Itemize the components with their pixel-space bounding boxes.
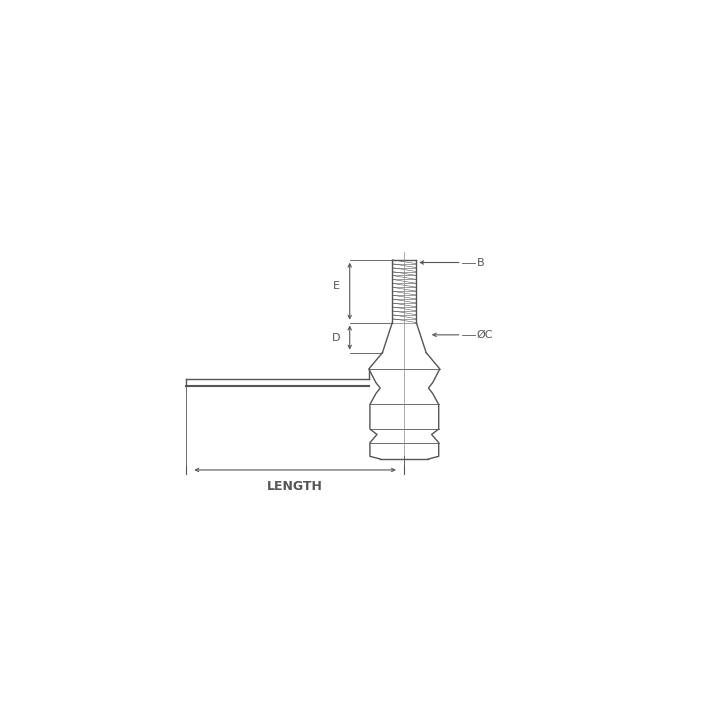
Text: LENGTH: LENGTH (267, 480, 323, 493)
Text: B: B (477, 257, 484, 267)
Text: ØC: ØC (477, 330, 493, 340)
Text: D: D (331, 333, 340, 342)
Text: E: E (333, 281, 340, 291)
